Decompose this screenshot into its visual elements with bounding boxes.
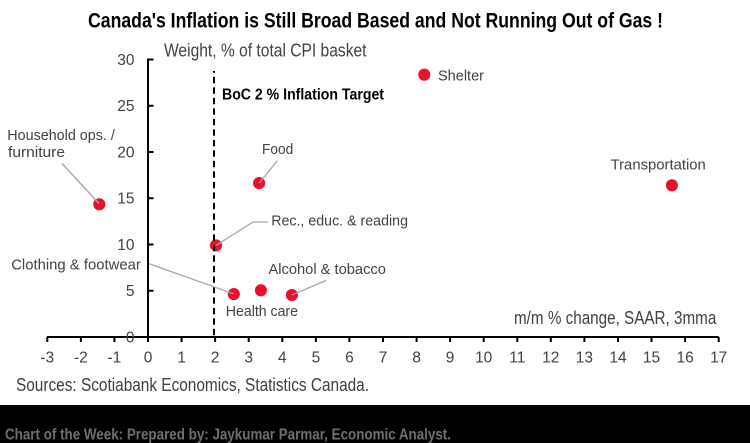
svg-text:8: 8: [412, 349, 421, 366]
svg-text:15: 15: [117, 191, 134, 208]
svg-text:14: 14: [609, 349, 627, 366]
svg-text:10: 10: [117, 237, 135, 254]
svg-text:Food: Food: [262, 141, 293, 158]
svg-text:furniture: furniture: [8, 144, 65, 161]
svg-text:15: 15: [643, 349, 660, 366]
svg-text:4: 4: [278, 349, 287, 366]
svg-text:2: 2: [211, 349, 220, 366]
svg-text:Chart of the Week: Prepared by: Chart of the Week: Prepared by: Jaykumar…: [5, 427, 451, 443]
svg-text:Shelter: Shelter: [438, 68, 484, 85]
svg-text:25: 25: [117, 98, 134, 115]
svg-text:BoC 2 % Inflation Target: BoC 2 % Inflation Target: [222, 86, 384, 103]
svg-text:Clothing & footwear: Clothing & footwear: [11, 256, 141, 273]
svg-text:7: 7: [379, 349, 388, 366]
svg-text:9: 9: [446, 349, 455, 366]
svg-text:17: 17: [710, 349, 727, 366]
svg-text:0: 0: [126, 329, 135, 346]
svg-text:Weight, % of total CPI basket: Weight, % of total CPI basket: [164, 41, 367, 61]
svg-text:5: 5: [126, 283, 135, 300]
svg-text:Alcohol & tobacco: Alcohol & tobacco: [269, 261, 386, 278]
svg-text:13: 13: [576, 349, 593, 366]
svg-text:10: 10: [475, 349, 493, 366]
svg-text:0: 0: [144, 349, 153, 366]
svg-text:Household ops. /: Household ops. /: [7, 127, 115, 144]
svg-text:Transportation: Transportation: [611, 156, 706, 173]
svg-text:m/m % change, SAAR, 3mma: m/m % change, SAAR, 3mma: [514, 308, 717, 328]
svg-text:-1: -1: [108, 349, 122, 366]
svg-text:12: 12: [542, 349, 559, 366]
svg-text:5: 5: [312, 349, 321, 366]
svg-text:30: 30: [117, 52, 135, 69]
svg-text:1: 1: [177, 349, 186, 366]
svg-text:Health care: Health care: [226, 303, 298, 320]
svg-text:-3: -3: [40, 349, 54, 366]
svg-text:-2: -2: [74, 349, 88, 366]
svg-text:11: 11: [509, 349, 525, 366]
svg-text:20: 20: [117, 144, 135, 161]
svg-text:6: 6: [345, 349, 354, 366]
svg-text:Canada's Inflation is Still Br: Canada's Inflation is Still Broad Based …: [88, 8, 663, 32]
svg-text:Sources: Scotiabank Economics,: Sources: Scotiabank Economics, Statistic…: [16, 375, 369, 395]
svg-text:3: 3: [244, 349, 253, 366]
svg-text:Rec., educ. & reading: Rec., educ. & reading: [271, 213, 408, 230]
svg-text:16: 16: [676, 349, 693, 366]
